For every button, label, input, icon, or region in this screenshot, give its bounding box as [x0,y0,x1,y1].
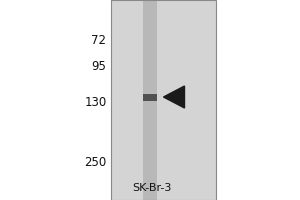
Bar [111,0,216,200]
Text: 130: 130 [84,97,106,110]
Bar [143,0,157,200]
Polygon shape [164,86,184,108]
Text: 72: 72 [92,33,106,46]
Bar [111,0,216,200]
Bar [143,94,157,100]
Text: 250: 250 [84,156,106,170]
Text: SK-Br-3: SK-Br-3 [132,183,171,193]
Text: 95: 95 [92,60,106,73]
